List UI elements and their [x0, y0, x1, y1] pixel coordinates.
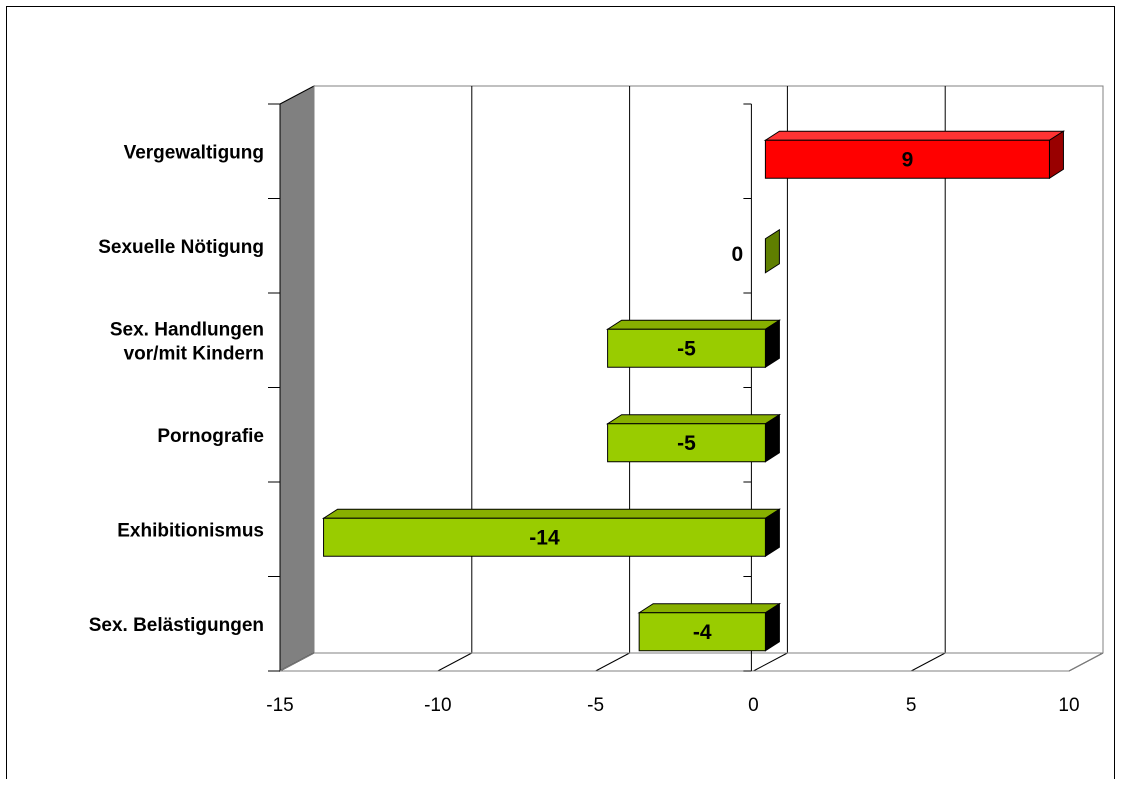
data-label: 0 [732, 243, 744, 266]
bar-side-face [764, 228, 780, 274]
category-label: Sex. Belästigungen [89, 615, 264, 636]
category-label: Vergewaltigung [124, 142, 264, 163]
floor-gridline [910, 652, 946, 672]
floor-gridline [595, 652, 630, 672]
bar-top-face [637, 603, 782, 614]
bar [323, 517, 766, 557]
side-wall [279, 85, 315, 672]
data-label: -5 [677, 432, 696, 455]
back-wall [313, 85, 1104, 653]
bar [764, 139, 1050, 179]
x-tick-label: 10 [1058, 695, 1079, 716]
category-label: Exhibitionismus [117, 520, 264, 541]
category-label: vor/mit Kindern [124, 343, 264, 364]
category-label: Pornografie [157, 426, 264, 447]
floor-gridline [437, 652, 473, 672]
data-label: -4 [693, 621, 712, 644]
x-tick-label: -10 [424, 695, 451, 716]
bar-top-face [605, 319, 782, 330]
category-label: Sex. Handlungen [110, 319, 264, 340]
x-tick-label: 0 [748, 695, 759, 716]
bar [638, 612, 766, 652]
bar [607, 328, 766, 368]
x-tick-label: -15 [266, 695, 293, 716]
data-label: -14 [529, 526, 560, 549]
data-label: -5 [677, 337, 696, 360]
bar-top-face [321, 508, 782, 519]
floor [279, 652, 1104, 672]
data-label: 9 [902, 148, 914, 171]
x-tick-label: -5 [587, 695, 604, 716]
floor-gridline [753, 652, 788, 672]
category-label: Sexuelle Nötigung [98, 237, 264, 258]
x-tick-label: 5 [906, 695, 917, 716]
bar-top-face [605, 414, 782, 425]
bar [607, 423, 766, 463]
bar-top-face [763, 130, 1066, 141]
